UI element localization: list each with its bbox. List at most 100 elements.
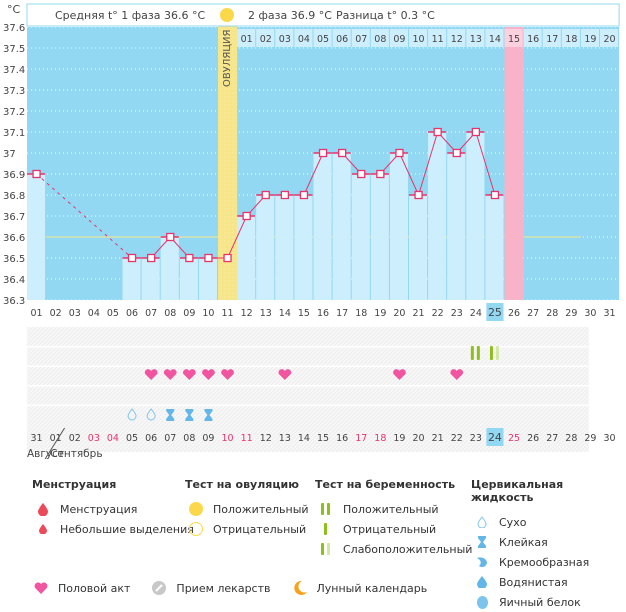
heart-icon (202, 369, 215, 380)
ovulation-positive-icon (185, 502, 207, 516)
temperature-point (146, 253, 156, 263)
temperature-difference: Разница t° 0.3 °C (336, 9, 435, 22)
y-tick-label: 36.3 (3, 296, 25, 307)
calendar-date: 22 (451, 433, 463, 444)
temperature-point (299, 190, 309, 200)
temperature-bar (428, 132, 447, 300)
temperature-bar (485, 195, 504, 300)
current-day-highlight (486, 303, 504, 321)
cycle-day-label: 18 (355, 308, 367, 319)
phase2-day-cell (370, 29, 389, 47)
legend-item: Положительный (315, 499, 472, 519)
cycle-day-label: 05 (107, 308, 119, 319)
legend-item: Отрицательный (315, 519, 472, 539)
legend-cervical-fluid: Цервикальная жидкость Сухо Клейкая Кремо… (471, 478, 626, 612)
temperature-point (376, 169, 385, 179)
calendar-date: 30 (604, 433, 616, 444)
cycle-day-label: 17 (336, 308, 348, 319)
temperature-line-gap (36, 173, 133, 259)
phase2-day-number: 03 (279, 34, 291, 45)
legend-item: Отрицательный (185, 519, 309, 539)
y-tick-label: 37.3 (3, 86, 25, 97)
temperature-bar (409, 195, 428, 300)
egg-white-icon (471, 595, 493, 609)
phase2-day-cell (332, 29, 351, 47)
calendar-date: 03 (88, 433, 100, 444)
legend-item: Слабоположительный (315, 539, 472, 559)
temperature-point (357, 169, 366, 179)
phase2-day-number: 08 (374, 34, 386, 45)
phase2-day-number: 20 (604, 34, 616, 45)
calendar-date: 25 (508, 433, 520, 444)
legend-item: Половой акт (30, 578, 130, 598)
phase2-day-number: 01 (241, 34, 253, 45)
dry-drop-icon (471, 516, 493, 528)
temperature-line (418, 131, 439, 196)
temperature-point (166, 232, 175, 242)
moon-icon (289, 581, 311, 595)
phase2-day-number: 02 (260, 34, 272, 45)
temperature-unit-label: °C (7, 3, 21, 16)
phase2-day-cell (466, 29, 485, 47)
cycle-day-label: 15 (298, 308, 310, 319)
pregnancy-test-icon (495, 346, 499, 360)
temperature-point (395, 148, 404, 158)
temperature-point (32, 169, 41, 179)
phase1-average: Средняя t° 1 фаза 36.6 °C (55, 9, 206, 22)
legend-item: Кремообразная (471, 552, 626, 572)
legend-pregnancy-test: Тест на беременность Положительный Отриц… (315, 478, 472, 559)
phase2-day-cell (409, 29, 428, 47)
temperature-point (490, 190, 500, 200)
pregnancy-negative-icon (315, 523, 337, 535)
phase2-day-number: 17 (546, 34, 558, 45)
creamy-icon (471, 556, 493, 568)
legend-item: Прием лекарств (148, 578, 271, 598)
heart-icon (278, 369, 292, 380)
cycle-day-label: 26 (508, 308, 520, 319)
calendar-date: 05 (126, 433, 138, 444)
month-label: Сентябрь (50, 448, 102, 460)
cycle-day-label: 31 (604, 308, 616, 319)
cycle-day-label: 03 (69, 308, 81, 319)
temperature-point (280, 190, 290, 200)
legend-title: Менструация (32, 478, 117, 491)
temperature-bar (275, 195, 294, 300)
sticky-icon (471, 536, 493, 548)
temperature-line (475, 131, 496, 196)
temperature-bar (389, 153, 408, 300)
phase2-day-number: 15 (508, 34, 520, 45)
phase2-day-cell (504, 29, 523, 47)
cycle-day-label: 12 (241, 308, 253, 319)
cycle-day-label: 07 (145, 308, 157, 319)
cycle-day-label: 30 (584, 308, 596, 319)
temperature-line (227, 215, 248, 259)
cycle-day-label: 09 (183, 308, 195, 319)
legend-item: Яичный белок (471, 592, 626, 612)
cycle-day-label: 01 (31, 308, 43, 319)
phase2-day-number: 16 (527, 34, 539, 45)
small-blood-drop-icon (32, 524, 54, 534)
heart-icon (221, 369, 234, 380)
watery-drop-icon (471, 576, 493, 588)
temperature-point (414, 190, 423, 200)
phase2-day-number: 07 (355, 34, 367, 45)
calendar-date: 20 (413, 433, 425, 444)
calendar-date: 14 (298, 433, 310, 444)
ovulation-column (218, 4, 238, 300)
y-tick-label: 36.7 (3, 212, 25, 223)
legend-title: Цервикальная жидкость (471, 478, 564, 504)
calendar-date: 24 (488, 431, 502, 444)
temperature-point (127, 253, 137, 263)
calendar-date: 13 (279, 433, 291, 444)
y-tick-label: 37.4 (3, 65, 25, 76)
ovulation-negative-icon (185, 522, 207, 536)
phase2-day-number: 10 (413, 34, 425, 45)
cycle-day-label: 21 (413, 308, 425, 319)
heart-icon (450, 369, 464, 380)
cycle-day-label: 29 (565, 308, 577, 319)
temperature-point (204, 253, 213, 263)
temperature-bar (27, 174, 46, 300)
dry-drop-icon (146, 408, 156, 421)
pill-icon (148, 581, 170, 595)
temperature-bar (122, 258, 141, 300)
